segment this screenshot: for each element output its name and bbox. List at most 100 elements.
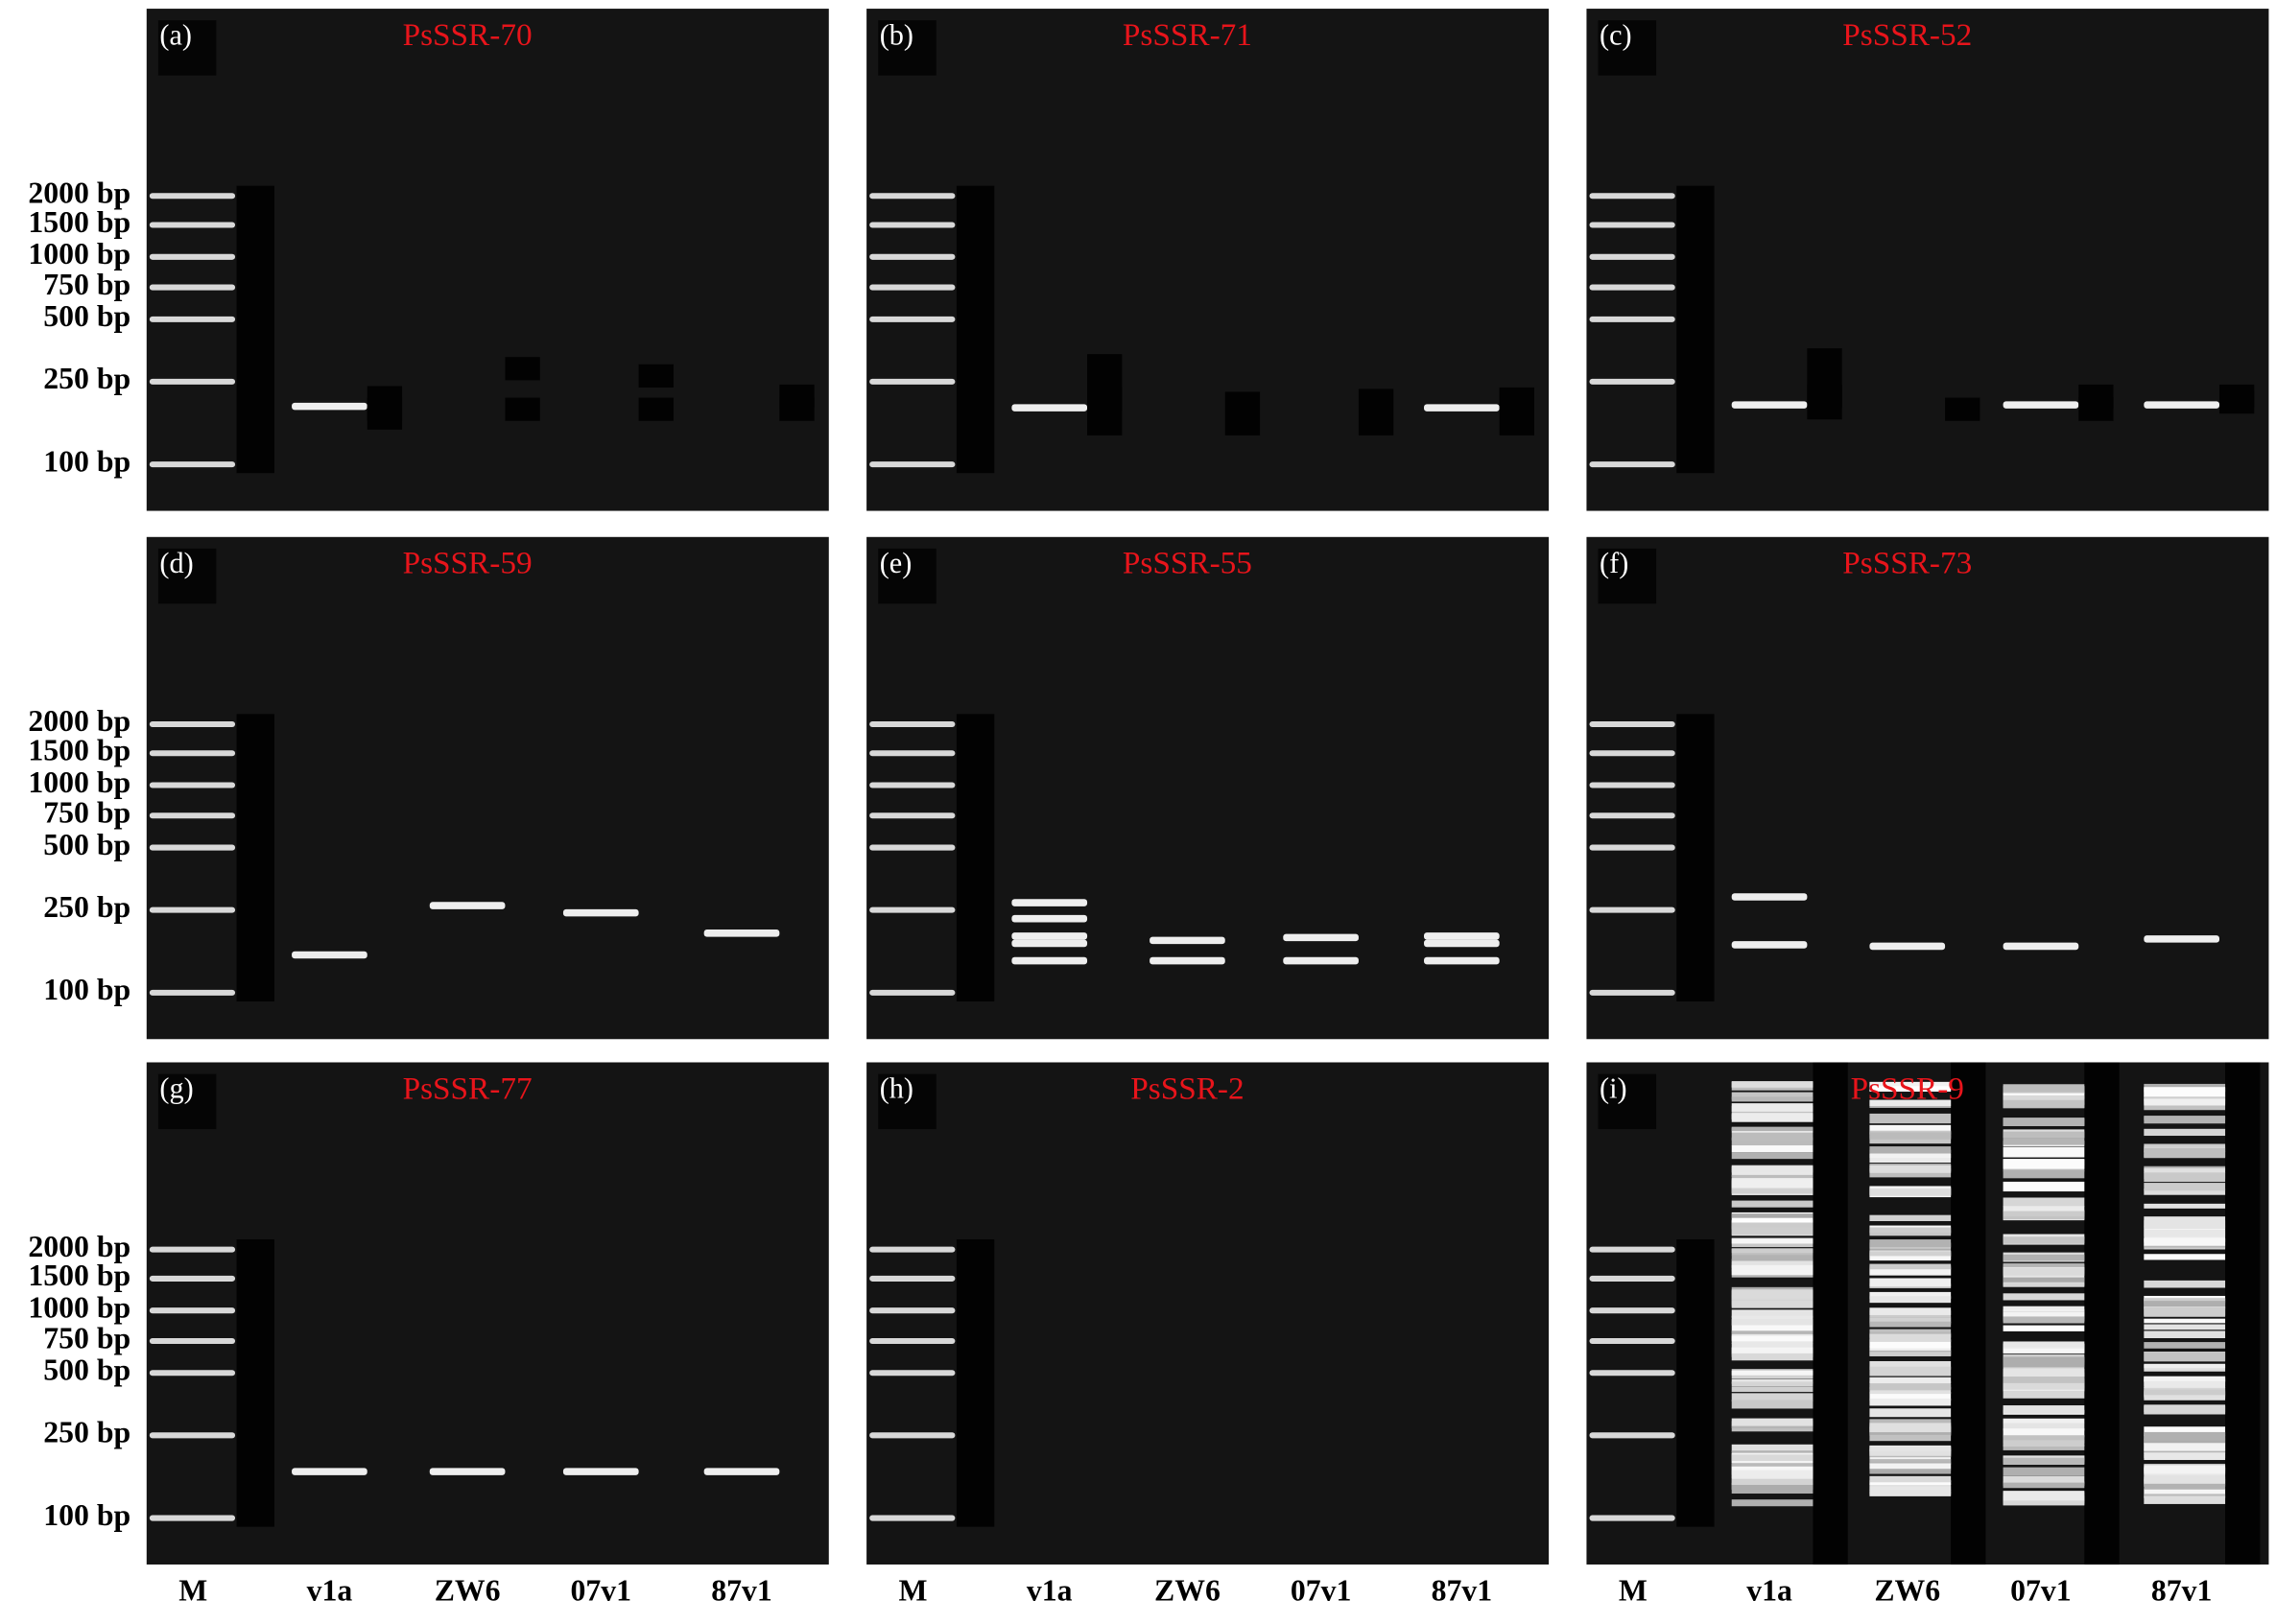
letter-box [1598,1073,1657,1130]
band [1869,1448,1952,1456]
ladder-band [869,844,956,851]
ladder-band [149,1515,236,1521]
ladder-label: 250 bp [43,890,130,924]
band [1869,1346,1952,1353]
band [2144,1465,2226,1474]
lane-shadow [1499,387,1534,435]
band [1731,1113,1814,1122]
band [2144,1342,2226,1349]
ladder-label: 1000 bp [28,237,130,271]
band [2144,1098,2226,1106]
band [1869,1480,1952,1486]
ladder-band [869,782,956,788]
band [1731,1347,1814,1357]
lane-shadow [367,397,403,421]
band [2144,1318,2226,1324]
band [1869,1135,1952,1144]
band [1731,1342,1814,1350]
band [2003,1381,2085,1390]
band [1869,1398,1952,1406]
band [292,951,367,959]
band [1869,1146,1952,1154]
band [1869,1239,1952,1248]
lane-label: v1a [1027,1574,1073,1608]
band [2144,1376,2226,1381]
band [2144,1389,2226,1396]
band [2003,1197,2085,1208]
band [2144,1229,2226,1237]
ladder-label: 750 bp [43,796,130,830]
ladder-band [149,1246,236,1253]
band [1869,1099,1952,1107]
ladder-band [1589,222,1675,228]
ladder-band [869,1275,956,1282]
ladder-label: 1500 bp [28,734,130,767]
lane-label: ZW6 [435,1574,501,1608]
lane-label: 87v1 [2151,1574,2212,1608]
band [2144,1203,2226,1209]
band [1731,1370,1814,1376]
band [2003,401,2079,409]
lane-label: 87v1 [1432,1574,1492,1608]
panel-title: PsSSR-77 [403,1071,533,1106]
band [2003,1491,2085,1501]
letter-box [1598,20,1657,76]
ladder-band [869,253,956,260]
band [1869,1475,1952,1483]
panel-letter: (c) [1600,18,1632,51]
band [2144,1167,2226,1173]
lane-label: 07v1 [571,1574,631,1608]
band [2144,1352,2226,1362]
band [1731,1255,1814,1261]
band [1731,1103,1814,1112]
band [1869,1352,1952,1356]
band [703,930,780,937]
ladder-band [869,378,956,385]
ladder-band [149,193,236,200]
ladder-band [1589,1337,1675,1344]
band [429,1468,506,1475]
band [1424,404,1500,412]
ladder-band [1589,989,1675,996]
band [1731,401,1808,409]
band [2003,1341,2085,1347]
ladder-band [149,989,236,996]
ladder-band [149,782,236,788]
ladder-shadow [1676,1239,1715,1527]
ladder-shadow [1676,185,1715,474]
lane-shadow [505,357,540,381]
lane-label: M [1619,1574,1648,1608]
band [2144,1394,2226,1400]
band [429,902,506,909]
band [2003,1435,2085,1444]
ladder-band [1589,1432,1675,1439]
band [1869,1386,1952,1395]
band [1731,1460,1814,1471]
band [1731,1248,1814,1254]
band [1869,1377,1952,1384]
band [2144,1495,2226,1504]
band [2144,1330,2226,1339]
band [1869,1391,1952,1401]
band [1731,1309,1814,1318]
ladder-shadow [236,185,274,474]
band [2003,1138,2085,1145]
panel-letter: (h) [880,1072,913,1105]
band [2003,1405,2085,1414]
band [1869,1263,1952,1270]
band [1731,1454,1814,1461]
band [1011,914,1088,923]
band [1869,1296,1952,1304]
band [2144,1087,2226,1097]
lane-shadow [1951,1062,1986,1565]
ladder-label: 1500 bp [28,205,130,239]
band [2003,1099,2085,1109]
band [2144,1172,2226,1183]
letter-box [1598,548,1657,604]
band [2003,1084,2085,1093]
ladder-band [1589,1275,1675,1282]
panel-title: PsSSR-2 [1130,1071,1244,1106]
band [1869,1124,1952,1135]
band [2003,1306,2085,1312]
ladder-band [149,284,236,291]
